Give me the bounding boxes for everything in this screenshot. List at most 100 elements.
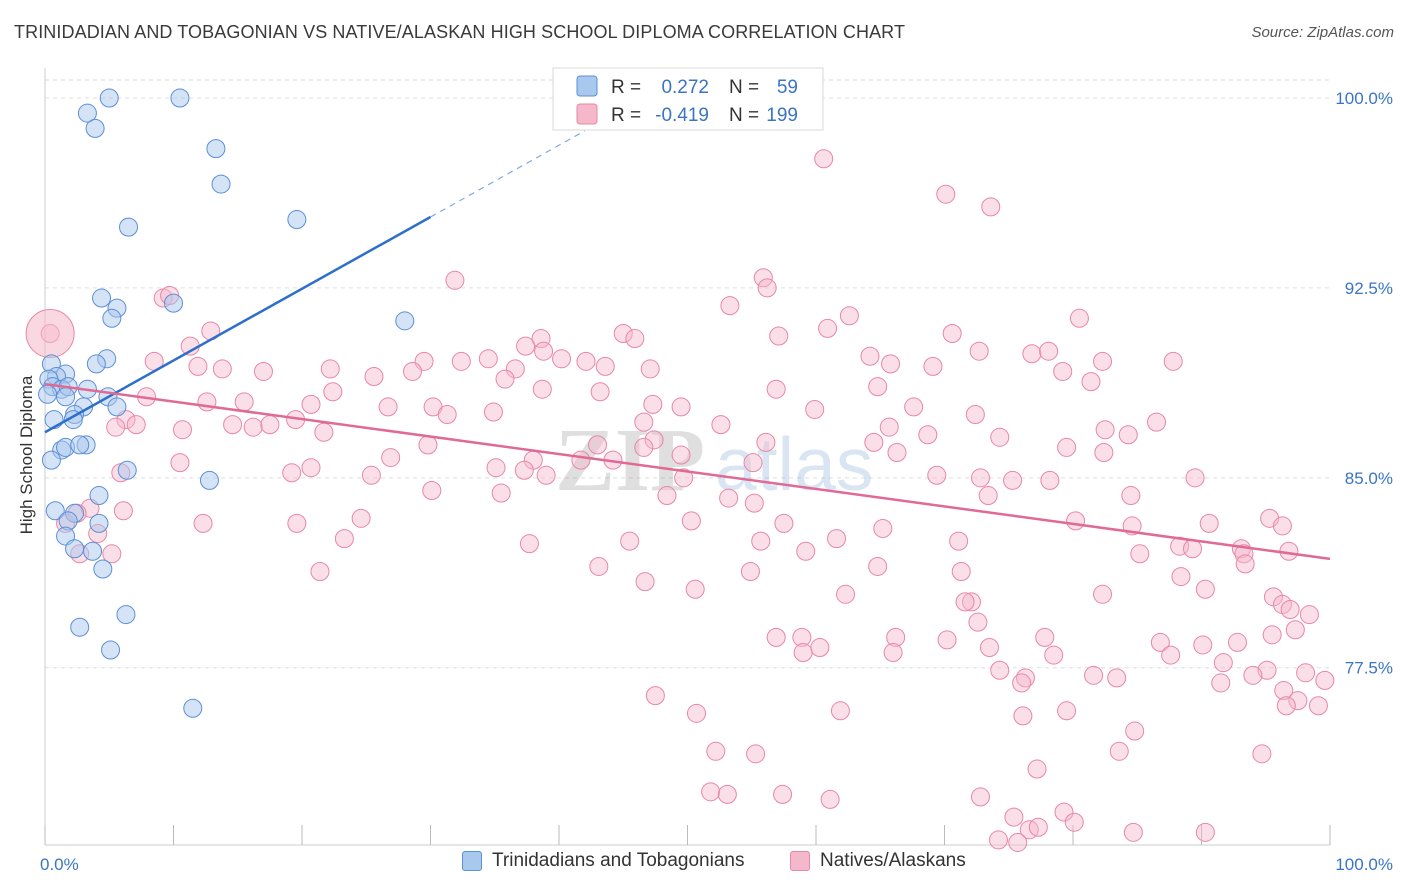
native-alaskan-point: [886, 627, 906, 647]
native-alaskan-point: [936, 184, 956, 204]
native-alaskan-point: [534, 341, 554, 361]
native-alaskan-point: [937, 630, 957, 650]
native-alaskan-point: [1093, 584, 1113, 604]
legend-label-trinidadians: Trinidadians and Tobagonians: [492, 850, 745, 871]
native-alaskan-point: [223, 415, 243, 435]
trend-lines: [44, 130, 1331, 561]
native-alaskan-point: [334, 529, 354, 549]
native-alaskan-point: [1274, 681, 1294, 701]
native-alaskan-point: [643, 394, 663, 414]
native-alaskan-point: [988, 830, 1008, 850]
native-alaskan-point: [491, 483, 511, 503]
native-alaskan-point: [706, 741, 726, 761]
native-alaskan-point: [1280, 600, 1300, 619]
native-alaskan-point: [422, 480, 442, 500]
native-alaskan-point: [990, 427, 1010, 447]
native-alaskan-point: [757, 278, 777, 298]
native-alaskan-point: [887, 443, 907, 462]
native-alaskan-point: [172, 420, 192, 440]
native-alaskan-point: [1084, 665, 1104, 685]
native-alaskan-point: [1022, 344, 1042, 364]
native-alaskan-point: [635, 572, 655, 592]
native-alaskan-point: [1199, 513, 1219, 533]
native-alaskan-point: [516, 336, 536, 356]
legend-n-label: N =: [729, 77, 759, 98]
native-alaskan-point: [437, 405, 457, 425]
legend-label-natives: Natives/Alaskans: [820, 850, 966, 871]
native-alaskan-point: [1288, 691, 1308, 711]
native-alaskan-point: [590, 382, 610, 402]
native-alaskan-point: [1069, 308, 1089, 328]
native-alaskan-point: [743, 453, 763, 473]
native-alaskan-point: [381, 448, 401, 468]
trinidadian-point: [92, 288, 112, 308]
native-alaskan-point: [942, 323, 962, 343]
native-alaskan-point: [968, 612, 988, 632]
native-alaskan-point: [1012, 673, 1032, 693]
native-alaskan-point: [774, 513, 794, 533]
native-alaskan-point: [253, 361, 273, 381]
native-alaskan-point: [1163, 351, 1183, 371]
trinidadian-point: [56, 387, 76, 407]
native-alaskan-point: [965, 405, 985, 425]
native-alaskan-point: [644, 430, 664, 450]
y-tick-label: 100.0%: [1335, 89, 1393, 108]
native-alaskan-point: [701, 782, 721, 802]
native-alaskan-point: [351, 508, 371, 528]
grid-lines: [45, 79, 1330, 669]
trinidadian-points: [38, 88, 415, 718]
trinidadian-point: [89, 513, 109, 533]
native-alaskan-point: [1171, 567, 1191, 587]
native-alaskan-point: [1183, 539, 1203, 559]
native-alaskan-point: [904, 397, 924, 417]
native-alaskan-point: [576, 351, 596, 371]
native-alaskan-point: [1272, 516, 1292, 536]
trinidadian-point: [70, 617, 90, 637]
native-alaskan-point: [234, 392, 254, 412]
native-alaskan-point: [868, 377, 888, 397]
legend-r-value: 0.272: [661, 77, 709, 98]
native-alaskan-point: [978, 486, 998, 506]
trinidadian-point: [93, 559, 113, 579]
native-alaskan-point: [1013, 706, 1033, 726]
native-alaskan-point: [193, 513, 213, 533]
native-alaskan-point: [1308, 696, 1328, 716]
native-alaskan-point: [753, 268, 773, 288]
native-alaskan-point: [102, 544, 122, 564]
native-alaskan-point: [717, 784, 737, 804]
legend-r-value: -0.419: [655, 105, 709, 126]
legend-swatch-blue: [462, 851, 482, 871]
native-alaskan-point: [314, 422, 334, 442]
native-alaskan-point: [531, 329, 551, 349]
trinidadian-point: [89, 486, 109, 506]
native-alaskan-point: [1057, 701, 1077, 721]
native-alaskan-point: [126, 415, 146, 435]
native-alaskan-point: [830, 701, 850, 721]
native-alaskan-point: [879, 417, 899, 437]
native-alaskan-point: [378, 397, 398, 417]
native-alaskan-point: [990, 660, 1010, 680]
native-alaskan-point: [1039, 341, 1059, 361]
native-alaskan-point: [1285, 620, 1305, 640]
native-alaskan-point: [1234, 544, 1254, 564]
y-axis-label: High School Diploma: [17, 375, 36, 534]
native-alaskan-point: [532, 379, 552, 399]
legend-box: R = 0.272 N = 59 R = -0.419 N = 199: [552, 67, 824, 131]
native-alaskan-point: [1130, 544, 1150, 564]
native-alaskan-point: [1054, 802, 1074, 822]
native-alaskan-point: [451, 351, 471, 371]
trinidadian-point: [119, 217, 139, 237]
trinidadian-point: [395, 311, 415, 331]
native-alaskan-point: [1235, 554, 1255, 574]
native-alaskan-trend-line: [44, 382, 1331, 561]
native-alaskan-point: [751, 531, 771, 551]
native-alaskan-point: [1004, 807, 1024, 827]
native-alaskan-point: [478, 349, 498, 369]
native-alaskan-point: [310, 562, 330, 582]
native-alaskan-point: [613, 323, 633, 343]
native-alaskan-point: [1121, 486, 1141, 506]
y-tick-label: 77.5%: [1345, 659, 1393, 678]
native-alaskan-point: [810, 637, 830, 657]
native-alaskan-point: [1161, 645, 1181, 665]
